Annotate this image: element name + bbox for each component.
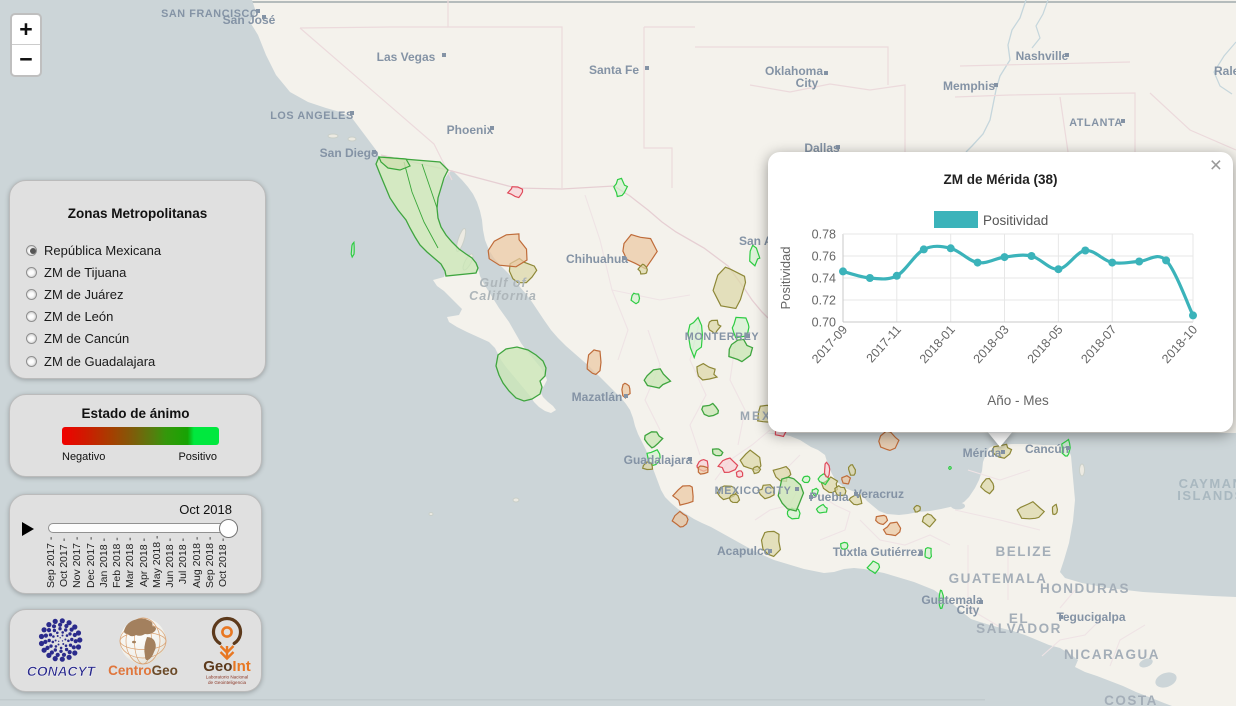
svg-text:Dallas: Dallas [804, 141, 840, 155]
svg-text:2018-03: 2018-03 [971, 323, 1012, 366]
svg-text:SAN FRANCISCO: SAN FRANCISCO [161, 8, 259, 20]
svg-text:CONACYT: CONACYT [27, 664, 97, 679]
svg-text:City: City [957, 603, 980, 617]
svg-text:NICARAGUA: NICARAGUA [1064, 647, 1160, 662]
svg-text:2018-07: 2018-07 [1078, 323, 1119, 366]
svg-text:GeoInt: GeoInt [203, 658, 251, 675]
svg-text:Positividad: Positividad [983, 213, 1048, 228]
svg-text:0.70: 0.70 [812, 316, 836, 330]
svg-text:Guadalajara: Guadalajara [624, 453, 693, 467]
svg-text:MONTERREY: MONTERREY [685, 331, 760, 343]
svg-text:2018-10: 2018-10 [1159, 323, 1200, 366]
svg-text:Puebla: Puebla [809, 490, 849, 504]
svg-text:Oklahoma: Oklahoma [765, 64, 823, 78]
svg-text:Chihuahua: Chihuahua [566, 252, 628, 266]
svg-text:GUATEMALA: GUATEMALA [949, 571, 1048, 586]
svg-text:2018-05: 2018-05 [1025, 323, 1066, 366]
svg-text:California: California [469, 289, 537, 303]
svg-text:Nashville: Nashville [1016, 49, 1069, 63]
svg-text:Acapulco: Acapulco [717, 544, 771, 558]
svg-text:Mérida: Mérida [963, 446, 1002, 460]
svg-text:ISLANDS: ISLANDS [1177, 488, 1236, 503]
svg-text:Positividad: Positividad [778, 247, 793, 310]
svg-text:0.76: 0.76 [812, 250, 836, 264]
svg-text:EL: EL [1009, 611, 1029, 626]
svg-text:0.74: 0.74 [812, 272, 836, 286]
svg-text:Raleigh: Raleigh [1214, 64, 1236, 78]
svg-text:0.72: 0.72 [812, 294, 836, 308]
svg-text:Santa Fe: Santa Fe [589, 63, 639, 77]
svg-text:2017-11: 2017-11 [864, 323, 905, 366]
svg-text:Veracruz: Veracruz [854, 487, 904, 501]
svg-text:Tegucigalpa: Tegucigalpa [1056, 610, 1125, 624]
svg-text:Mazatlán: Mazatlán [572, 390, 623, 404]
svg-text:ATLANTA: ATLANTA [1069, 117, 1123, 129]
svg-text:Las Vegas: Las Vegas [377, 50, 436, 64]
svg-text:0.78: 0.78 [812, 228, 836, 242]
svg-text:CentroGeo: CentroGeo [108, 663, 178, 678]
svg-text:Gulf of: Gulf of [479, 276, 527, 290]
svg-text:de Geointeligencia: de Geointeligencia [208, 680, 246, 685]
svg-text:COSTA: COSTA [1104, 693, 1158, 706]
svg-text:HONDURAS: HONDURAS [1040, 581, 1130, 596]
svg-text:City: City [796, 76, 819, 90]
svg-text:Memphis: Memphis [943, 79, 995, 93]
svg-text:CAYMAN: CAYMAN [1179, 476, 1236, 491]
svg-text:Guatemala: Guatemala [921, 593, 983, 607]
svg-text:Tuxtla Gutiérrez: Tuxtla Gutiérrez [833, 545, 923, 559]
svg-text:San José: San José [223, 13, 276, 27]
svg-text:MEXICO CITY: MEXICO CITY [715, 485, 792, 497]
svg-text:Phoenix: Phoenix [447, 123, 494, 137]
svg-text:2018-01: 2018-01 [917, 323, 958, 366]
svg-text:SALVADOR: SALVADOR [976, 621, 1062, 636]
svg-text:LOS ANGELES: LOS ANGELES [270, 110, 354, 122]
svg-text:San Diego: San Diego [320, 146, 379, 160]
svg-text:Cancún: Cancún [1025, 442, 1069, 456]
svg-text:Año - Mes: Año - Mes [987, 393, 1049, 408]
svg-text:Laboratorio Nacional: Laboratorio Nacional [206, 675, 248, 680]
svg-text:BELIZE: BELIZE [995, 544, 1052, 559]
